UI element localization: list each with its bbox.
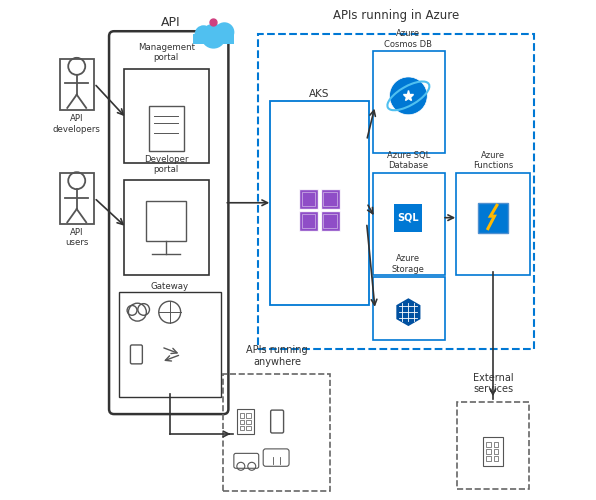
Polygon shape [396, 298, 420, 326]
Text: API: API [162, 16, 181, 28]
Text: Azure
Cosmos DB: Azure Cosmos DB [384, 29, 432, 48]
Text: AKS: AKS [309, 90, 330, 100]
FancyBboxPatch shape [193, 34, 234, 43]
FancyBboxPatch shape [299, 189, 318, 209]
Text: Azure
Storage: Azure Storage [392, 254, 425, 274]
Text: Azure SQL
Database: Azure SQL Database [387, 151, 430, 171]
Circle shape [194, 26, 213, 43]
Circle shape [215, 22, 234, 42]
Text: SQL: SQL [398, 212, 419, 222]
FancyBboxPatch shape [478, 203, 508, 232]
Text: Azure
Functions: Azure Functions [473, 151, 513, 171]
Text: Management
portal: Management portal [138, 42, 195, 62]
Text: API
developers: API developers [53, 114, 101, 134]
Text: APIs running
anywhere: APIs running anywhere [246, 345, 308, 367]
Text: API
users: API users [65, 228, 88, 247]
Circle shape [390, 77, 427, 115]
Circle shape [201, 24, 226, 48]
Text: External
services: External services [473, 372, 514, 394]
FancyBboxPatch shape [321, 189, 340, 209]
FancyBboxPatch shape [299, 212, 318, 232]
Text: APIs running in Azure: APIs running in Azure [333, 10, 460, 22]
Text: Developer
portal: Developer portal [144, 154, 188, 174]
FancyBboxPatch shape [321, 212, 340, 232]
Text: Gateway: Gateway [151, 282, 189, 291]
FancyBboxPatch shape [395, 204, 423, 232]
